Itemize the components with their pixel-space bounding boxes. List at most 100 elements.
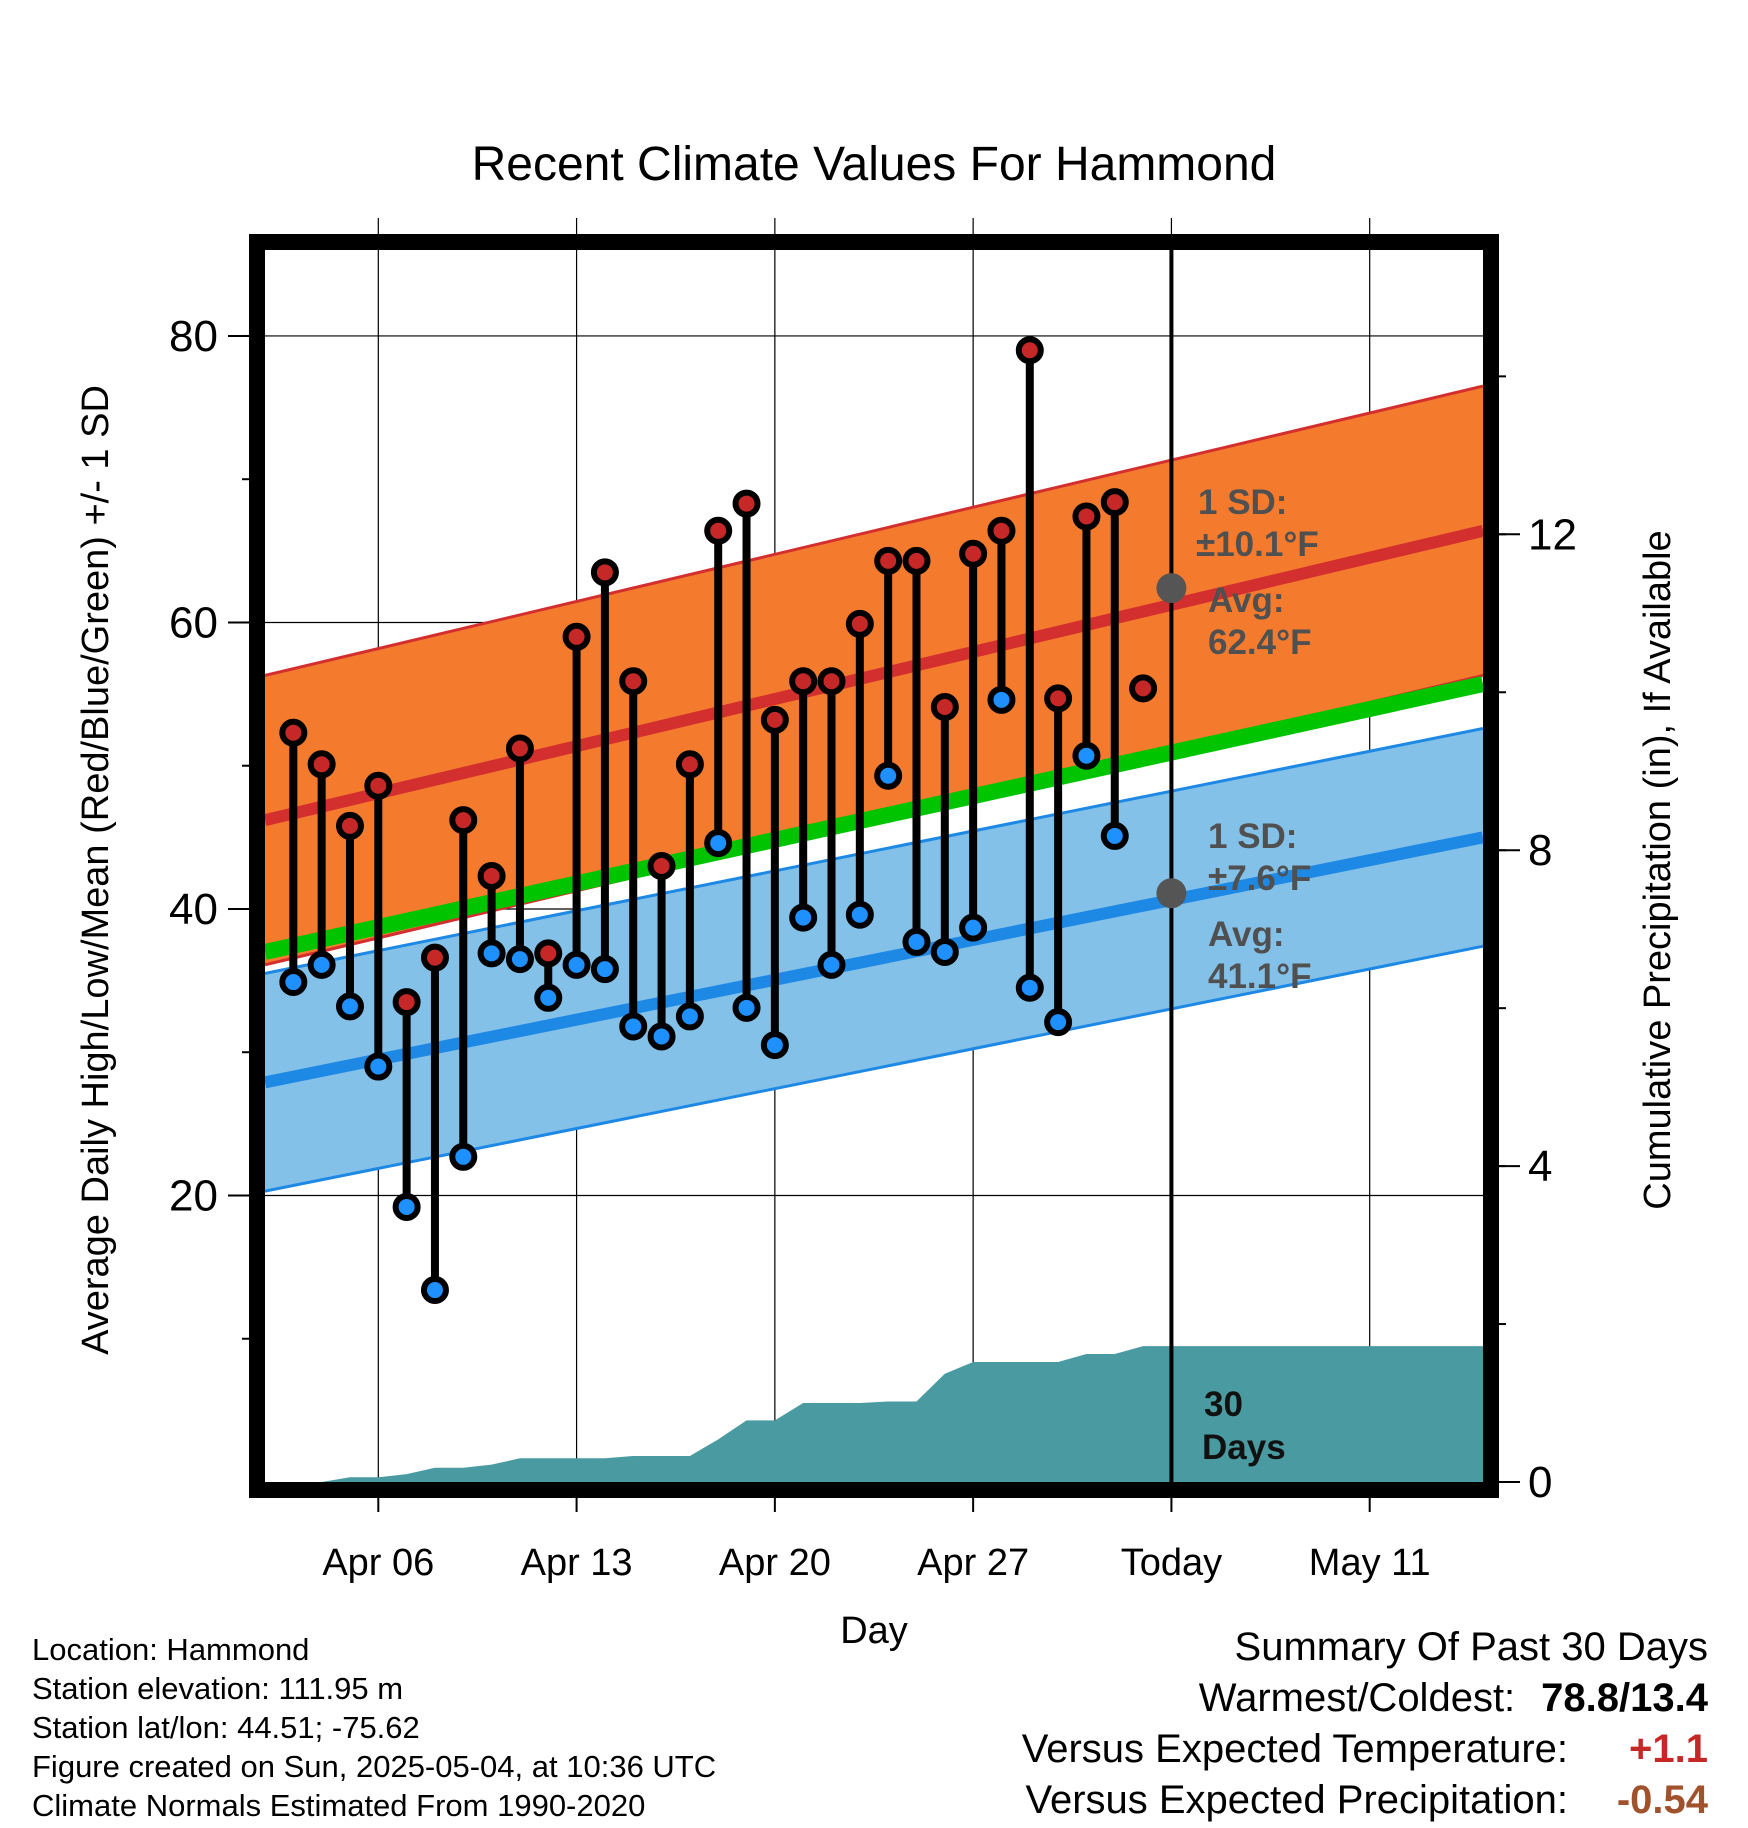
low-temp-point	[590, 955, 619, 984]
high-temp-point	[1015, 336, 1044, 365]
y-tick-label: 60	[169, 598, 218, 647]
high-temp-point	[1129, 674, 1158, 703]
high-temp-point	[619, 667, 648, 696]
low-temp-point	[449, 1142, 478, 1171]
low-temp-point	[392, 1192, 421, 1221]
high-temp-point	[279, 718, 308, 747]
daily-temperature-layer	[279, 336, 1158, 1305]
low-temp-point	[534, 983, 563, 1012]
low-temp-point	[505, 945, 534, 974]
low-temp-point	[704, 829, 733, 858]
y2-axis-label: Cumulative Precipitation (in), If Availa…	[1637, 530, 1679, 1209]
y2-tick-label: 4	[1528, 1142, 1552, 1191]
axes-layer: 20 40 60 80 0 4 8 12 Apr 06 Apr 13 Apr 20 Apr 27 Tod…	[169, 312, 1577, 1584]
low-temp-point	[307, 950, 336, 979]
summary-precipitation: Versus Expected Precipitation: -0.54	[1022, 1775, 1708, 1826]
high-temp-point	[874, 546, 903, 575]
low-temp-point	[1044, 1008, 1073, 1037]
y-tick-label: 20	[169, 1171, 218, 1220]
chart-title: Recent Climate Values For Hammond	[472, 138, 1277, 191]
high-sd-value: ±10.1°F	[1196, 525, 1319, 564]
high-temp-point	[392, 988, 421, 1017]
high-temp-point	[959, 539, 988, 568]
x-tick-label: May 11	[1309, 1542, 1431, 1584]
high-temp-point	[675, 750, 704, 779]
low-normal-line	[265, 831, 1483, 1089]
summary-warm-cold: Warmest/Coldest: 78.8/13.4	[1022, 1673, 1708, 1724]
high-temp-point	[789, 667, 818, 696]
y2-tick-label: 12	[1528, 510, 1577, 559]
low-temp-point	[874, 761, 903, 790]
y-tick-label: 80	[169, 312, 218, 361]
low-temp-point	[647, 1022, 676, 1051]
summary-title: Summary Of Past 30 Days	[1234, 1625, 1708, 1669]
x-tick-label: Apr 27	[917, 1542, 1029, 1584]
y2-tick-label: 8	[1528, 826, 1552, 875]
y-axis-label: Average Daily High/Low/Mean (Red/Blue/Gr…	[75, 385, 117, 1355]
high-temp-point	[364, 771, 393, 800]
days-value: 30	[1204, 1385, 1243, 1424]
x-tick-label: Apr 06	[322, 1542, 434, 1584]
created-text: Figure created on Sun, 2025-05-04, at 10…	[32, 1749, 717, 1784]
summary-panel: Summary Of Past 30 Days Warmest/Coldest:…	[1022, 1622, 1708, 1826]
normals-text: Climate Normals Estimated From 1990-2020	[32, 1788, 646, 1823]
high-temp-point	[562, 622, 591, 651]
latlon-text: Station lat/lon: 44.51; -75.62	[32, 1710, 420, 1745]
high-temp-point	[902, 546, 931, 575]
high-temp-point	[704, 516, 733, 545]
high-normal-line	[265, 524, 1483, 826]
low-temp-point	[1015, 973, 1044, 1002]
high-temp-point	[845, 609, 874, 638]
high-temp-point	[534, 939, 563, 968]
x-tick-label: Today	[1121, 1542, 1222, 1584]
temp-label: Versus Expected Temperature:	[1021, 1727, 1568, 1771]
low-temp-point	[1072, 741, 1101, 770]
elevation-text: Station elevation: 111.95 m	[32, 1671, 404, 1706]
high-temp-point	[307, 750, 336, 779]
low-normal-band-upper-edge	[265, 727, 1483, 975]
low-temp-point	[420, 1276, 449, 1305]
precip-area	[265, 1346, 1483, 1482]
mean-normal-line	[265, 676, 1483, 960]
summary-temperature: Versus Expected Temperature: +1.1	[1022, 1724, 1708, 1775]
x-axis-label: Day	[840, 1610, 908, 1652]
warm-cold-label: Warmest/Coldest:	[1198, 1676, 1516, 1720]
low-temp-point	[760, 1031, 789, 1060]
low-temp-point	[477, 939, 506, 968]
high-temp-point	[1072, 502, 1101, 531]
low-temp-point	[562, 950, 591, 979]
high-temp-point	[335, 811, 364, 840]
low-temp-point	[335, 992, 364, 1021]
low-temp-point	[279, 968, 308, 997]
x-tick-label: Apr 20	[719, 1542, 831, 1584]
high-temp-point	[477, 862, 506, 891]
precip-area-layer	[265, 1346, 1483, 1482]
high-temp-point	[1100, 488, 1129, 517]
precip-label: Versus Expected Precipitation:	[1025, 1778, 1568, 1822]
low-temp-point	[1100, 821, 1129, 850]
high-temp-point	[760, 705, 789, 734]
high-temp-point	[505, 734, 534, 763]
high-normal-band-upper-edge	[265, 384, 1483, 677]
low-sd-title: 1 SD:	[1208, 817, 1297, 856]
x-tick-label: Apr 13	[521, 1542, 633, 1584]
low-temp-point	[959, 913, 988, 942]
low-temp-point	[817, 950, 846, 979]
temp-value: +1.1	[1629, 1727, 1708, 1771]
high-temp-point	[987, 516, 1016, 545]
high-sd-title: 1 SD:	[1198, 483, 1287, 522]
warm-cold-value: 78.8/13.4	[1541, 1676, 1708, 1720]
high-temp-point	[449, 806, 478, 835]
high-avg-marker	[1156, 573, 1187, 604]
high-temp-point	[1044, 684, 1073, 713]
days-label: Days	[1202, 1428, 1286, 1467]
low-temp-point	[845, 900, 874, 929]
low-temp-point	[675, 1002, 704, 1031]
low-temp-point	[789, 903, 818, 932]
low-temp-point	[902, 927, 931, 956]
plot-frame	[249, 234, 1499, 1498]
low-temp-point	[364, 1052, 393, 1081]
station-info: Location: Hammond Station elevation: 111…	[32, 1630, 716, 1825]
